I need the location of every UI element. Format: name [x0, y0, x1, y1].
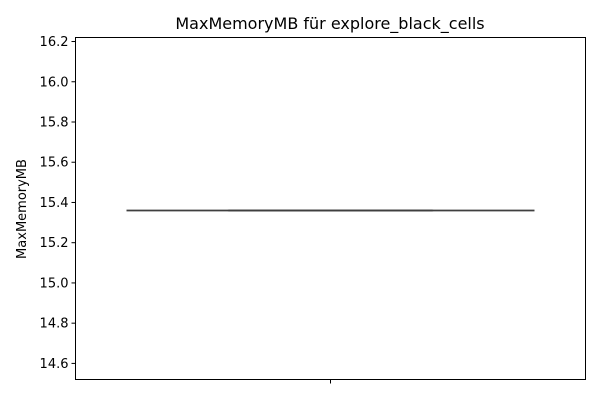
- y-tick-label: 14.6: [40, 357, 69, 372]
- y-tick-label: 15.0: [40, 276, 69, 291]
- y-axis-ticks: 14.6 14.8 15.0 15.2 15.4 15.6 15.8 16.0 16.2: [40, 35, 76, 372]
- y-tick-label: 15.2: [40, 236, 69, 251]
- y-tick-label: 16.2: [40, 35, 69, 50]
- y-tick-label: 15.8: [40, 115, 69, 130]
- y-tick-label: 15.6: [40, 156, 69, 171]
- y-tick-label: 14.8: [40, 317, 69, 332]
- chart-title: MaxMemoryMB für explore_black_cells: [175, 14, 484, 34]
- y-tick-label: 16.0: [40, 75, 69, 90]
- y-axis-label: MaxMemoryMB: [15, 159, 30, 259]
- plot-area-frame: [75, 37, 586, 380]
- y-tick-label: 15.4: [40, 196, 69, 211]
